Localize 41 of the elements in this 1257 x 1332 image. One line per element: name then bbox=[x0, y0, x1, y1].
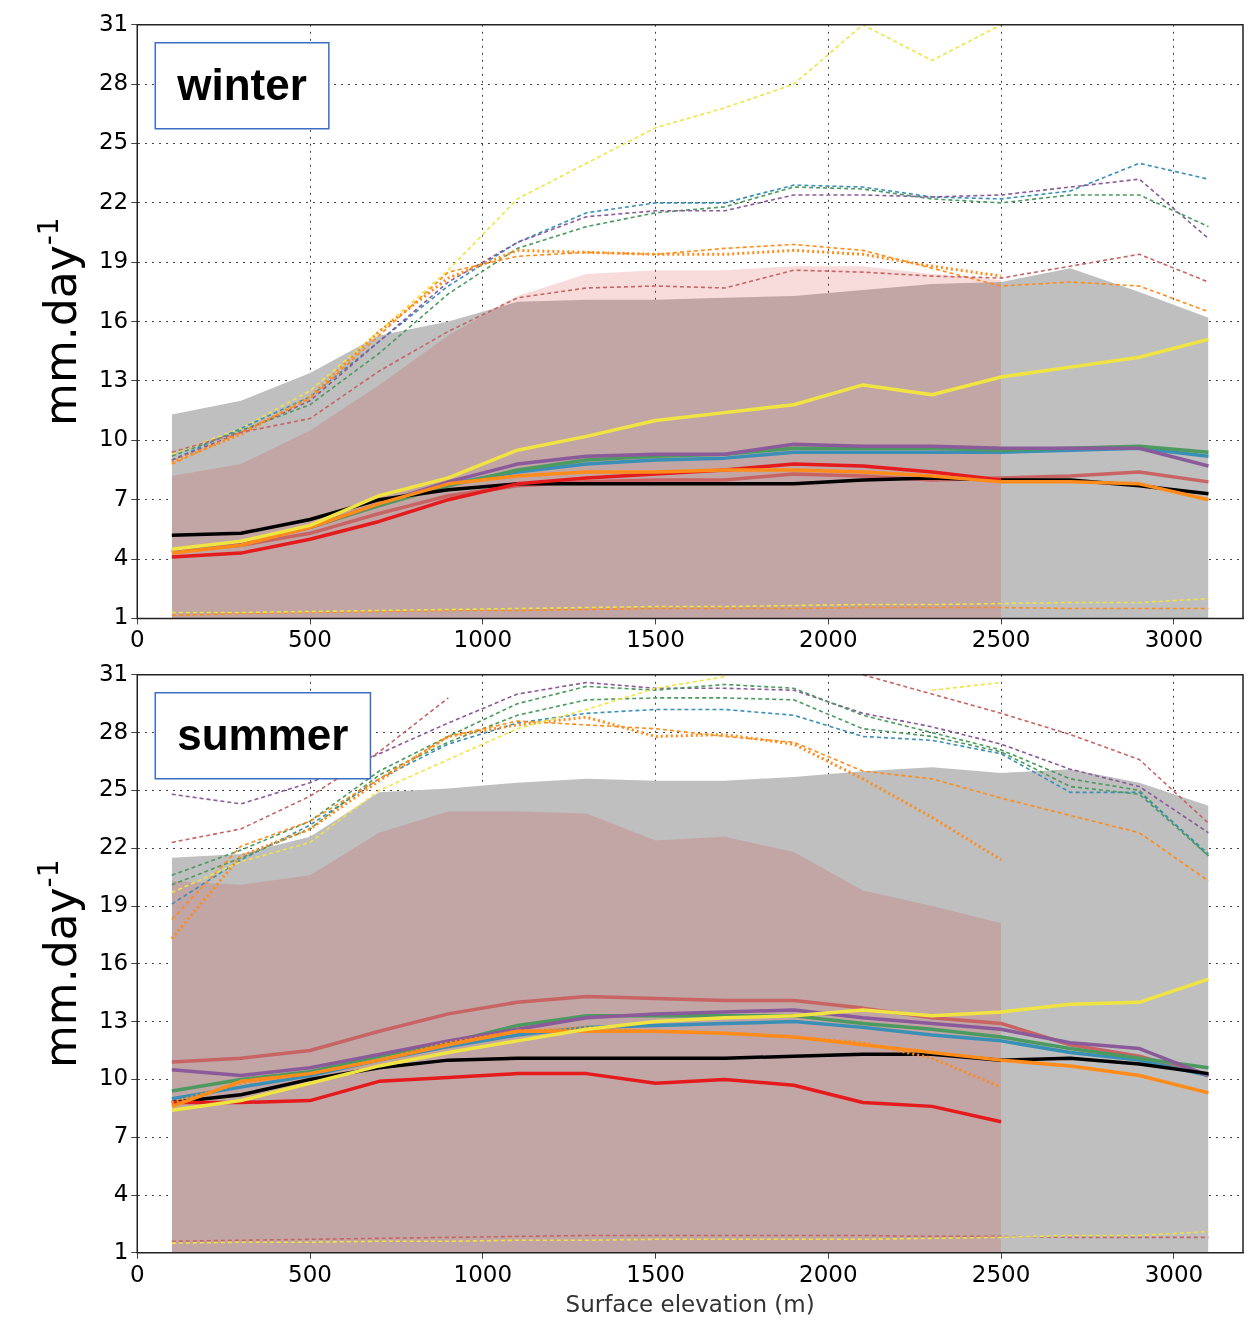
y-tick-label: 31 bbox=[98, 659, 129, 686]
y-tick-label: 13 bbox=[98, 365, 129, 392]
x-tick-label: 3000 bbox=[1144, 1260, 1204, 1287]
x-tick-label: 2000 bbox=[799, 626, 858, 653]
x-axis-title: Surface elevation (m) bbox=[565, 1291, 815, 1318]
x-tick-label: 1500 bbox=[626, 1260, 685, 1287]
annotation: winter bbox=[176, 59, 307, 109]
y-tick-label: 7 bbox=[113, 1122, 129, 1149]
y-tick-label: 22 bbox=[98, 833, 129, 860]
x-tick-label: 1000 bbox=[453, 1260, 513, 1287]
y-tick-label: 1 bbox=[113, 603, 129, 630]
x-tick-label: 2000 bbox=[799, 1260, 858, 1287]
y-tick-label: 28 bbox=[98, 69, 129, 96]
x-tick-label: 500 bbox=[288, 626, 332, 653]
y-tick-label: 7 bbox=[113, 484, 129, 511]
y-tick-label: 28 bbox=[98, 717, 129, 744]
y-tick-label: 16 bbox=[98, 306, 129, 333]
y-axis-title: mm.day-1 bbox=[32, 217, 86, 426]
annotation: summer bbox=[177, 709, 349, 759]
y-tick-label: 13 bbox=[98, 1006, 129, 1033]
x-tick-label: 500 bbox=[288, 1260, 332, 1287]
y-tick-label: 19 bbox=[98, 890, 129, 917]
y-tick-label: 1 bbox=[113, 1237, 129, 1264]
y-tick-label: 4 bbox=[113, 544, 129, 571]
x-tick-label: 0 bbox=[129, 1260, 145, 1287]
y-tick-label: 10 bbox=[98, 1064, 129, 1091]
x-tick-label: 0 bbox=[129, 626, 145, 653]
y-tick-label: 25 bbox=[98, 128, 129, 155]
x-tick-label: 2500 bbox=[971, 626, 1031, 653]
x-tick-label: 1000 bbox=[453, 626, 513, 653]
x-tick-label: 1500 bbox=[626, 626, 685, 653]
y-tick-label: 16 bbox=[98, 948, 129, 975]
y-axis-title: mm.day-1 bbox=[32, 859, 86, 1069]
y-tick-label: 22 bbox=[98, 187, 129, 214]
y-tick-label: 31 bbox=[98, 9, 129, 36]
y-tick-label: 19 bbox=[98, 247, 129, 274]
y-tick-label: 4 bbox=[113, 1179, 129, 1206]
x-tick-label: 3000 bbox=[1144, 626, 1204, 653]
x-tick-label: 2500 bbox=[971, 1260, 1031, 1287]
y-tick-label: 10 bbox=[98, 425, 129, 452]
y-tick-label: 25 bbox=[98, 775, 129, 802]
